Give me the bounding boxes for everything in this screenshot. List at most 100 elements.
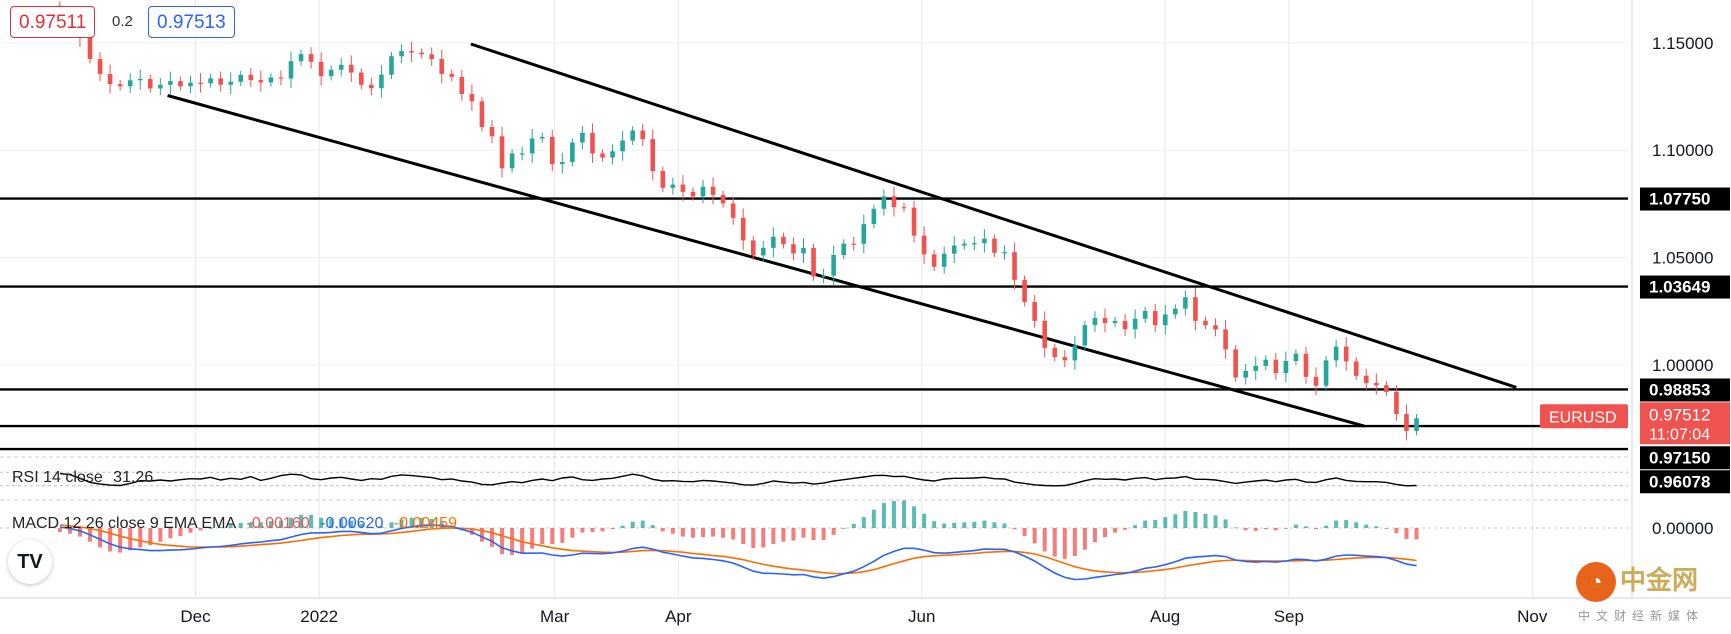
- candle-body: [1032, 301, 1037, 321]
- macd-histogram-bar: [67, 528, 72, 534]
- candle-body: [580, 132, 585, 143]
- candle-body: [1223, 329, 1228, 350]
- candle-body: [459, 76, 465, 95]
- macd-histogram-bar: [711, 528, 716, 537]
- macd-histogram-bar: [1002, 523, 1007, 528]
- level-price-label: 0.97150: [1649, 448, 1710, 467]
- candle-body: [901, 207, 907, 209]
- macd-histogram-bar: [489, 528, 494, 547]
- candle-body: [982, 238, 987, 244]
- macd-histogram-bar: [751, 528, 756, 549]
- time-tick-label: Apr: [665, 607, 692, 626]
- channel-trendline: [167, 94, 1366, 428]
- macd-histogram-bar: [329, 518, 334, 528]
- macd-histogram-bar: [1052, 528, 1057, 557]
- time-tick-label: Dec: [180, 607, 211, 626]
- candle-body: [871, 208, 877, 225]
- time-axis[interactable]: Dec 2022 Mar Apr Jun Aug Sep Nov: [180, 607, 1547, 626]
- macd-histogram-bar: [1123, 528, 1128, 530]
- macd-histogram-bar: [208, 528, 213, 529]
- macd-histogram-bar: [841, 528, 846, 529]
- rsi-legend[interactable]: RSI 14 close 31.26: [12, 469, 159, 487]
- trendlines[interactable]: [167, 42, 1517, 428]
- macd-axis-label: 0.00000: [1652, 519, 1713, 538]
- symbol-badge: [1540, 404, 1628, 429]
- macd-histogram-bar: [670, 528, 675, 534]
- macd-histogram-bar: [1334, 520, 1339, 528]
- candle-body: [1263, 359, 1269, 366]
- macd-histogram-bar: [479, 528, 484, 542]
- candle-body: [992, 238, 997, 253]
- candle-body: [771, 236, 776, 248]
- tradingview-logo-icon[interactable]: TV: [8, 540, 52, 584]
- macd-histogram-bar: [1173, 514, 1178, 528]
- candle-body: [399, 51, 404, 57]
- level-price-badge: [1640, 446, 1730, 470]
- candle-body: [1062, 357, 1068, 361]
- macd-histogram-bar: [610, 528, 615, 530]
- candle-body: [570, 142, 575, 163]
- candle-body: [1132, 318, 1138, 330]
- candlesticks: [57, 1, 1419, 441]
- macd-histogram-bar: [781, 528, 786, 542]
- macd-histogram-bar: [701, 528, 706, 538]
- macd-histogram-bar: [570, 528, 575, 538]
- macd-histogram-bar: [1404, 528, 1409, 539]
- time-tick-label: Jun: [908, 607, 935, 626]
- macd-histogram-bar: [1293, 524, 1298, 528]
- candle-body: [931, 254, 937, 267]
- candle-body: [700, 186, 706, 197]
- candle-body: [117, 84, 123, 87]
- candle-body: [941, 253, 947, 267]
- macd-histogram-bar: [1032, 528, 1037, 544]
- candle-body: [1213, 325, 1218, 330]
- macd-histogram-bar: [811, 528, 816, 541]
- macd-histogram-bar: [650, 525, 655, 528]
- sell-price-button[interactable]: 0.97511: [10, 6, 96, 38]
- candle-body: [891, 196, 897, 208]
- candle-body: [198, 82, 203, 84]
- candle-body: [318, 61, 324, 77]
- level-price-label: 0.96078: [1649, 472, 1710, 491]
- horizontal-levels[interactable]: [0, 197, 1628, 451]
- macd-histogram-bar: [580, 528, 585, 533]
- level-price-label: 1.03649: [1649, 278, 1710, 297]
- macd-histogram-bar: [1113, 528, 1118, 533]
- candle-body: [861, 224, 867, 244]
- time-tick-label: Mar: [540, 607, 570, 626]
- macd-histogram-bar: [962, 522, 967, 528]
- candle-body: [1243, 370, 1248, 378]
- candle-body: [338, 64, 344, 70]
- candle-body: [951, 245, 957, 254]
- macd-histogram-bar: [409, 517, 414, 528]
- candle-body: [188, 82, 193, 87]
- macd-histogram-bar: [379, 526, 384, 528]
- candle-body: [1394, 391, 1399, 415]
- macd-histogram-bar: [871, 509, 876, 528]
- candle-body: [489, 127, 495, 137]
- macd-histogram-bar: [138, 528, 143, 548]
- macd-histogram-bar: [1183, 510, 1188, 528]
- price-axis[interactable]: 1.15000 1.10000 1.05000 1.00000 1.07750 1.036…: [1540, 34, 1730, 538]
- last-price-value: 0.97512: [1649, 405, 1710, 424]
- candle-body: [238, 74, 244, 82]
- candle-body: [369, 84, 374, 89]
- candle-body: [359, 72, 364, 85]
- level-price-badge: [1640, 275, 1730, 299]
- macd-histogram-bar: [510, 528, 515, 555]
- candle-body: [690, 191, 696, 197]
- macd-histogram-bar: [1163, 517, 1168, 528]
- macd-histogram-bar: [1193, 511, 1198, 528]
- buy-price-button[interactable]: 0.97513: [148, 6, 235, 38]
- macd-histogram-bar: [982, 520, 987, 528]
- time-tick-label: Aug: [1150, 607, 1180, 626]
- macd-line: [59, 524, 1417, 581]
- macd-histogram-bar: [1414, 528, 1419, 540]
- level-price-label: 1.07750: [1649, 190, 1710, 209]
- macd-hist-value: -0.00160: [246, 515, 310, 532]
- macd-histogram-bar: [932, 521, 937, 528]
- candle-body: [549, 136, 555, 165]
- macd-histogram-bar: [1344, 519, 1349, 528]
- macd-legend[interactable]: MACD 12 26 close 9 EMA EMA -0.00160 -0.0…: [12, 515, 463, 533]
